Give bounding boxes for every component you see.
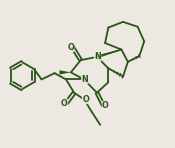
Text: O: O bbox=[82, 95, 89, 104]
Polygon shape bbox=[96, 50, 121, 58]
Polygon shape bbox=[60, 70, 71, 74]
Text: N: N bbox=[94, 52, 101, 61]
Text: O: O bbox=[67, 43, 74, 52]
Text: N: N bbox=[81, 75, 88, 84]
Text: O: O bbox=[61, 99, 68, 108]
Text: O: O bbox=[102, 101, 109, 110]
